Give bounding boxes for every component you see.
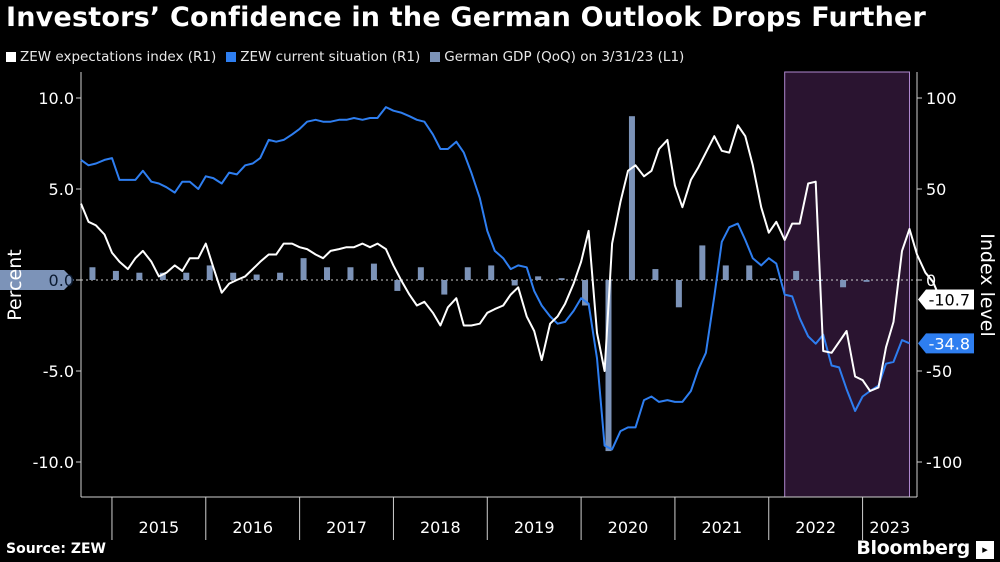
x-tick-label: 2017 — [326, 518, 367, 537]
legend-item-gdp: German GDP (QoQ) on 3/31/23 (L1) — [430, 49, 684, 65]
zew-current-line — [80, 106, 910, 451]
gdp-bar — [464, 267, 471, 280]
x-tick-label: 2019 — [514, 518, 555, 537]
gdp-bar — [558, 278, 565, 280]
gdp-bar — [488, 265, 495, 280]
legend-swatch-gdp — [430, 52, 441, 62]
gdp-bar — [136, 272, 143, 280]
gdp-bar — [535, 276, 542, 280]
gdp-bar — [652, 269, 659, 280]
brand-mark-icon: ▸ — [976, 541, 994, 559]
gdp-bar — [206, 265, 213, 280]
source-note: Source: ZEW — [6, 541, 106, 557]
gdp-bar — [277, 272, 284, 280]
gdp-bar — [417, 267, 424, 280]
right-tick-label: 50 — [926, 180, 946, 199]
gdp-bar — [159, 272, 166, 280]
current-last-value-label-bg — [918, 333, 974, 354]
gdp-bar — [394, 280, 401, 291]
expectations-last-value-label: -10.7 — [929, 290, 970, 309]
gdp-bar — [441, 280, 448, 295]
legend-label-current: ZEW current situation (R1) — [240, 49, 421, 65]
gdp-bar — [370, 263, 377, 280]
gdp-bar — [183, 272, 190, 280]
right-axis-title: Index level — [976, 233, 998, 337]
gdp-bar — [230, 272, 237, 280]
gdp-bar — [840, 280, 847, 288]
shaded-period-region — [784, 71, 910, 498]
x-tick-label: 2021 — [701, 518, 742, 537]
legend: ZEW expectations index (R1) ZEW current … — [6, 49, 684, 65]
gdp-bar — [793, 270, 800, 280]
gdp-bar — [746, 265, 753, 280]
x-tick-label: 2022 — [795, 518, 836, 537]
legend-swatch-expectations — [6, 52, 16, 62]
gdp-bar — [253, 274, 260, 280]
x-tick-label: 2016 — [232, 518, 273, 537]
gdp-bar — [675, 280, 682, 308]
x-tick-label: 2015 — [139, 518, 180, 537]
left-tick-label: 10.0 — [38, 89, 74, 108]
gdp-bar — [699, 245, 706, 280]
gdp-bar — [722, 265, 729, 280]
gdp-bar — [112, 270, 119, 280]
gdp-bar — [863, 280, 870, 282]
current-last-value-label: -34.8 — [929, 334, 970, 353]
legend-item-expectations: ZEW expectations index (R1) — [6, 49, 216, 65]
right-tick-label: -100 — [926, 453, 962, 472]
left-tick-label: -10.0 — [33, 453, 74, 472]
x-tick-label: 2023 — [869, 518, 910, 537]
expectations-last-value-label-bg — [918, 289, 974, 310]
x-tick-label: 2018 — [420, 518, 461, 537]
left-tick-label: 5.0 — [49, 180, 74, 199]
gdp-bar — [628, 116, 635, 280]
gdp-bar — [89, 267, 96, 280]
gdp-bar — [769, 278, 776, 280]
gdp-bar — [605, 280, 612, 452]
gdp-bar — [324, 267, 331, 280]
left-tick-label: -5.0 — [43, 362, 74, 381]
legend-label-expectations: ZEW expectations index (R1) — [20, 49, 217, 65]
gdp-bar — [511, 280, 518, 286]
brand-logo: Bloomberg — [856, 537, 970, 559]
x-tick-label: 2020 — [608, 518, 649, 537]
left-axis-title: Percent — [4, 249, 26, 321]
legend-label-gdp: German GDP (QoQ) on 3/31/23 (L1) — [444, 49, 685, 65]
gdp-bar — [347, 267, 354, 280]
chart-title: Investors’ Confidence in the German Outl… — [6, 2, 927, 33]
gdp-bar — [582, 280, 589, 306]
left-tick-label: 0.0 — [49, 271, 74, 290]
zew-expectations-line — [80, 124, 942, 392]
legend-swatch-current — [226, 52, 237, 62]
right-tick-label: -50 — [926, 362, 952, 381]
gdp-bar — [300, 258, 307, 280]
legend-item-current: ZEW current situation (R1) — [226, 49, 420, 65]
left-zero-label-bg — [0, 270, 74, 290]
right-tick-label: 100 — [926, 89, 957, 108]
